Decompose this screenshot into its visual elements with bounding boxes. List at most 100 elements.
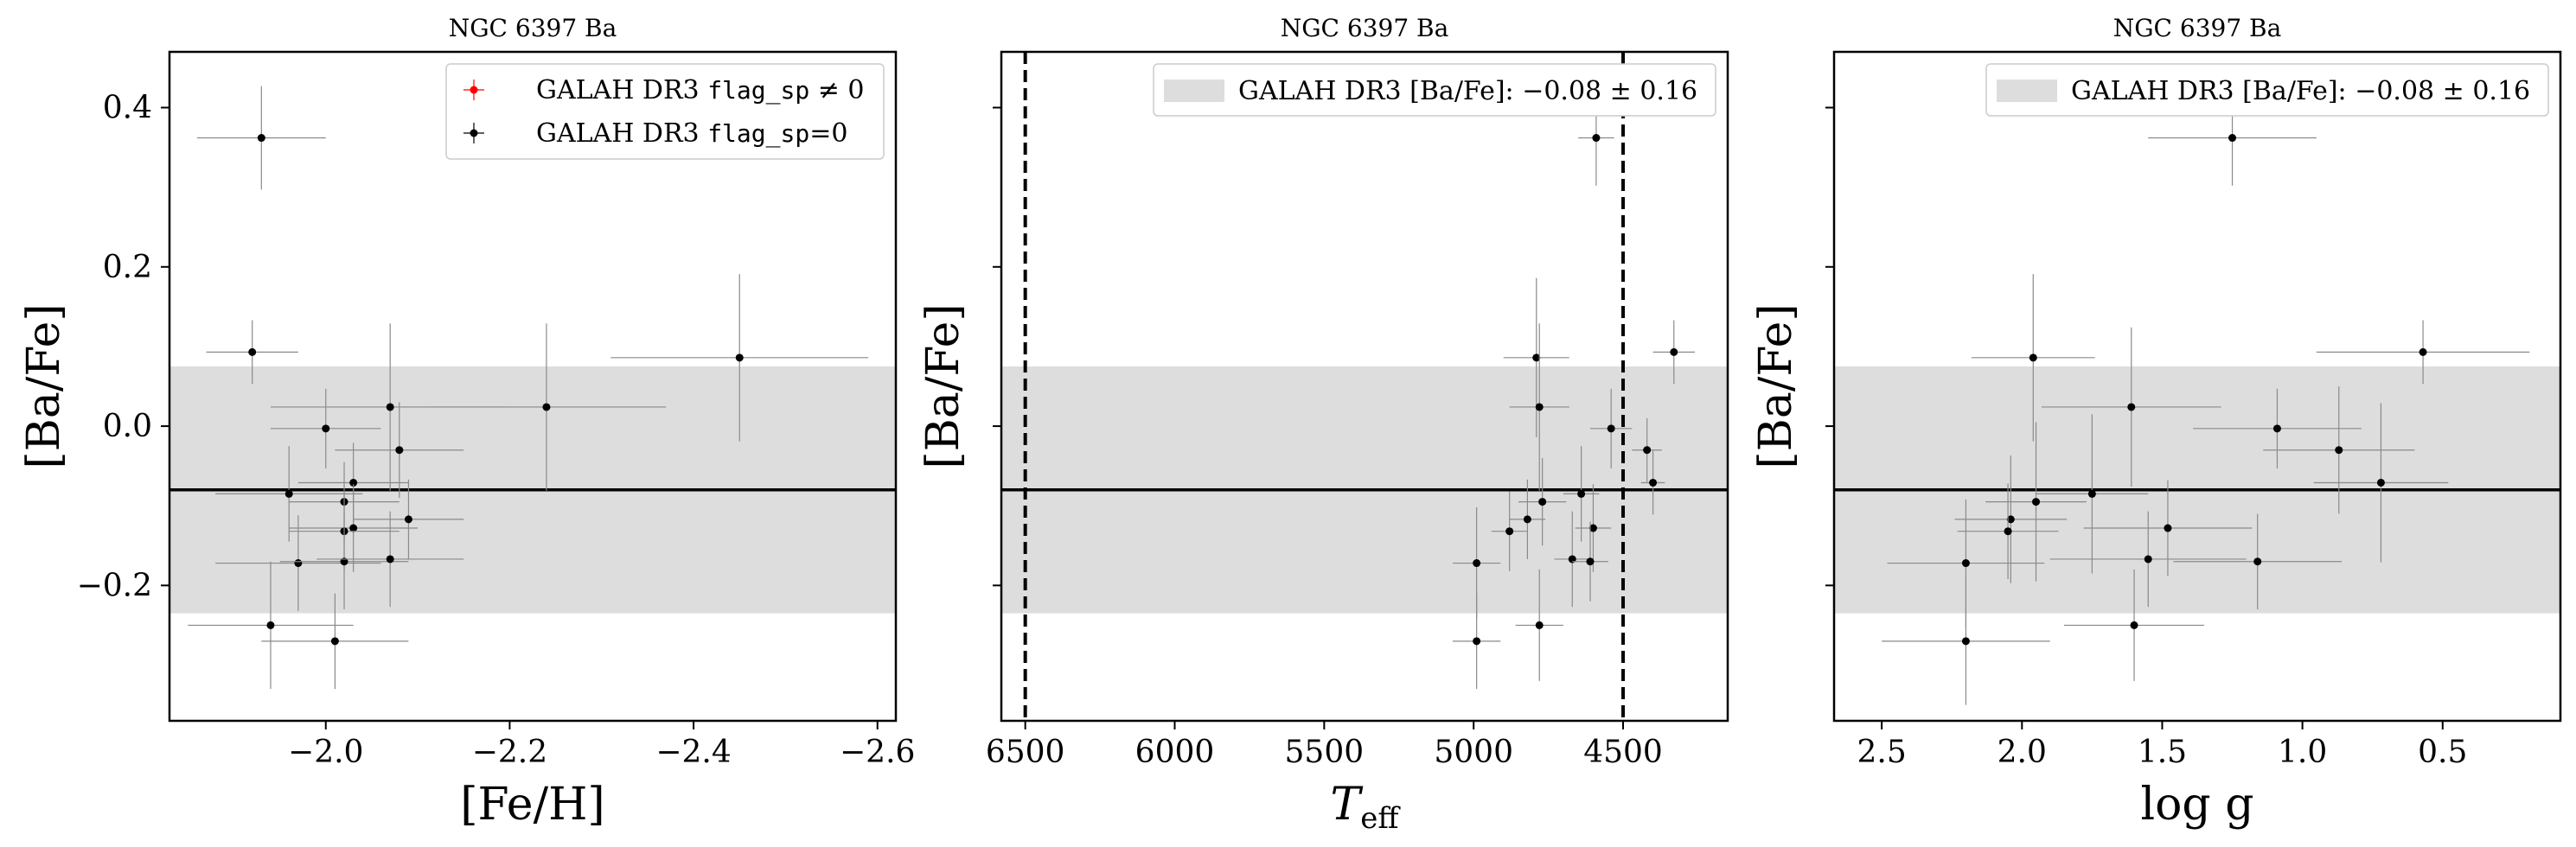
point-marker bbox=[1607, 424, 1615, 433]
point-marker bbox=[386, 403, 394, 411]
point-marker bbox=[2029, 353, 2037, 362]
legend-swatch bbox=[1164, 80, 1224, 102]
x-tick-label: −2.2 bbox=[472, 735, 547, 770]
point-marker bbox=[1588, 524, 1597, 532]
axes-frame bbox=[1000, 50, 1729, 723]
point-marker bbox=[1961, 559, 1970, 568]
data-point bbox=[2042, 327, 2221, 487]
y-axis-label: [Ba/Fe] bbox=[917, 303, 969, 468]
data-point bbox=[2049, 511, 2247, 608]
data-point bbox=[2083, 480, 2253, 576]
point-marker bbox=[330, 637, 339, 646]
point-marker bbox=[2228, 134, 2237, 143]
data-point bbox=[206, 320, 298, 385]
x-tick-label: 4500 bbox=[1583, 735, 1663, 770]
data-point bbox=[335, 402, 464, 498]
data-point bbox=[2173, 513, 2343, 609]
data-point bbox=[2063, 569, 2205, 681]
x-tick-label: 1.5 bbox=[2138, 735, 2187, 770]
point-marker bbox=[1577, 489, 1586, 498]
point-marker bbox=[2127, 403, 2136, 411]
x-tick-label: 6500 bbox=[986, 735, 1065, 770]
data-point bbox=[1509, 323, 1569, 491]
point-marker bbox=[2335, 446, 2343, 455]
data-point bbox=[215, 446, 363, 542]
data-point bbox=[270, 388, 381, 468]
data-point bbox=[289, 484, 419, 572]
data-point bbox=[2036, 414, 2149, 574]
point-marker bbox=[349, 524, 358, 532]
data-point bbox=[1518, 457, 1567, 546]
point-marker bbox=[1592, 134, 1601, 143]
point-marker bbox=[2130, 621, 2138, 629]
x-tick-label: 0.5 bbox=[2418, 735, 2467, 770]
legend-label: GALAH DR3 [Ba/Fe]: −0.08 ± 0.16 bbox=[1238, 76, 1697, 106]
legend-label: GALAH DR3 flag_sp=0 bbox=[536, 118, 847, 149]
data-point bbox=[188, 561, 354, 690]
data-point bbox=[1503, 277, 1569, 437]
x-tick-label: 2.0 bbox=[1998, 735, 2047, 770]
point-marker bbox=[2253, 557, 2262, 566]
x-tick-label: 1.0 bbox=[2278, 735, 2327, 770]
data-point bbox=[1985, 422, 2087, 582]
data-point bbox=[1491, 491, 1528, 571]
legend-marker bbox=[470, 129, 478, 137]
data-point bbox=[610, 274, 869, 442]
x-axis-label: [Fe/H] bbox=[460, 779, 604, 831]
point-marker bbox=[1586, 557, 1595, 566]
data-point bbox=[1452, 593, 1501, 690]
data-point bbox=[1640, 450, 1665, 515]
data-point bbox=[1452, 507, 1501, 620]
point-marker bbox=[294, 559, 303, 568]
point-marker bbox=[1505, 527, 1514, 536]
point-marker bbox=[257, 134, 265, 143]
y-axis-label: [Ba/Fe] bbox=[1750, 303, 1802, 468]
axes-frame bbox=[1832, 50, 2562, 723]
point-marker bbox=[1532, 353, 1541, 362]
panel-1: −2.0 −2.2 −2.4 −2.6 0.4 0.2 0.0 −0.2 NGC 6397 Ba… bbox=[18, 14, 915, 831]
x-tick-label: 5000 bbox=[1434, 735, 1513, 770]
legend-box bbox=[445, 63, 885, 160]
y-tick-label: 0.2 bbox=[103, 250, 152, 285]
point-marker bbox=[284, 489, 293, 498]
y-axis-label: [Ba/Fe] bbox=[18, 303, 70, 468]
data-point bbox=[353, 479, 464, 559]
y-tick-label: −0.2 bbox=[77, 568, 152, 603]
data-point bbox=[426, 323, 667, 491]
data-point bbox=[1589, 388, 1633, 468]
legend-label: GALAH DR3 [Ba/Fe]: −0.08 ± 0.16 bbox=[2071, 76, 2530, 106]
point-marker bbox=[1670, 347, 1678, 356]
panel-2: 6500 6000 5500 5000 4500 NGC 6397 Ba [Ba/Fe] Te… bbox=[917, 14, 1729, 836]
point-marker bbox=[2419, 347, 2427, 356]
point-marker bbox=[2144, 555, 2152, 564]
point-marker bbox=[2004, 527, 2012, 536]
x-tick-label: −2.0 bbox=[288, 735, 363, 770]
data-point bbox=[1509, 479, 1546, 559]
data-point bbox=[2316, 320, 2530, 385]
data-point bbox=[1971, 274, 2095, 442]
x-tick-label: 2.5 bbox=[1857, 735, 1907, 770]
y-tick-label: 0.0 bbox=[103, 409, 152, 444]
data-point bbox=[2263, 386, 2415, 514]
point-marker bbox=[1523, 515, 1531, 524]
x-tick-label: 6000 bbox=[1135, 735, 1215, 770]
point-marker bbox=[322, 424, 330, 433]
panel-title: NGC 6397 Ba bbox=[2113, 14, 2282, 42]
data-point bbox=[1515, 569, 1563, 681]
legend-marker bbox=[470, 86, 478, 94]
point-marker bbox=[2032, 498, 2041, 506]
legend: GALAH DR3 [Ba/Fe]: −0.08 ± 0.16 bbox=[1153, 63, 1716, 117]
legend: GALAH DR3 flag_sp ≠ 0 GALAH DR3 flag_sp=0 bbox=[445, 63, 885, 160]
data-point bbox=[1882, 577, 2050, 705]
point-marker bbox=[248, 347, 257, 356]
point-marker bbox=[1473, 637, 1481, 646]
point-marker bbox=[1643, 446, 1652, 455]
point-marker bbox=[1649, 478, 1658, 487]
point-marker bbox=[735, 353, 744, 362]
x-tick-label: −2.4 bbox=[655, 735, 731, 770]
point-marker bbox=[1473, 559, 1481, 568]
y-tick-label: 0.4 bbox=[103, 91, 152, 126]
data-point bbox=[261, 593, 409, 690]
point-marker bbox=[386, 555, 394, 564]
